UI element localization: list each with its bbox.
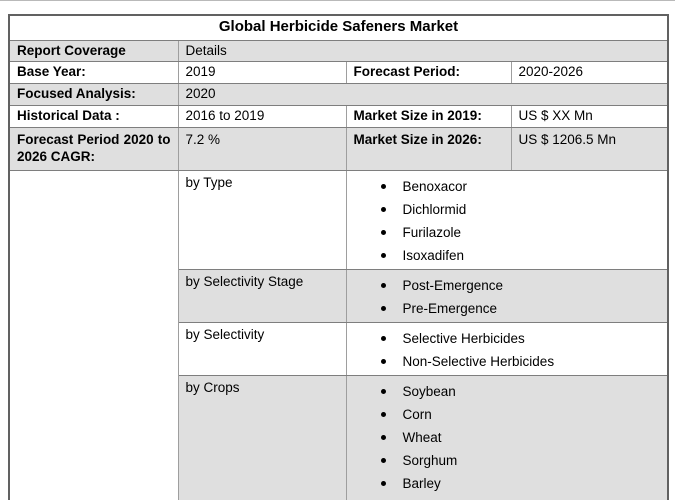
list-item: Isoxadifen <box>380 244 661 267</box>
segment-selectivity-stage-items: Post-Emergence Pre-Emergence <box>345 269 669 323</box>
table-row-cagr: Forecast Period 2020 to 2026 CAGR: 7.2 %… <box>8 127 669 171</box>
table-row-segment-crops: by Crops Soybean Corn Wheat Sorghum Barl… <box>9 375 669 500</box>
cagr-label: Forecast Period 2020 to 2026 CAGR: <box>8 127 179 171</box>
segment-selectivity-stage-label: by Selectivity Stage <box>177 269 347 323</box>
bullet-list: Selective Herbicides Non-Selective Herbi… <box>354 327 661 373</box>
list-item: Benoxacor <box>380 175 661 198</box>
historical-data-label: Historical Data : <box>8 105 179 128</box>
list-item: Pre-Emergence <box>380 297 661 320</box>
focused-analysis-label: Focused Analysis: <box>8 83 179 107</box>
forecast-period-value: 2020-2026 <box>510 61 669 85</box>
table-row-segment-selectivity: by Selectivity Selective Herbicides Non-… <box>9 322 669 376</box>
bullet-icon <box>380 336 386 341</box>
segment-selectivity-items: Selective Herbicides Non-Selective Herbi… <box>345 322 669 376</box>
list-item: Furilazole <box>380 221 661 244</box>
table-row-report-coverage: Report Coverage Details <box>8 39 669 63</box>
list-item: Rice <box>381 495 661 500</box>
page-title: Global Herbicide Safeners Market <box>8 14 669 41</box>
forecast-period-label: Forecast Period: <box>345 61 512 85</box>
list-item: Selective Herbicides <box>380 327 661 350</box>
list-item: Barley <box>380 472 661 495</box>
bullet-list: Post-Emergence Pre-Emergence <box>354 274 661 320</box>
list-item: Soybean <box>380 380 661 403</box>
table-row-title: Global Herbicide Safeners Market <box>8 14 669 41</box>
bullet-list: Soybean Corn Wheat Sorghum Barley Rice <box>354 380 661 500</box>
bullet-icon <box>380 389 386 394</box>
bullet-icon <box>380 207 386 212</box>
market-size-2026-value: US $ 1206.5 Mn <box>510 127 669 171</box>
base-year-value: 2019 <box>177 61 347 85</box>
report-coverage-label: Report Coverage <box>8 39 179 63</box>
list-item: Post-Emergence <box>380 274 661 297</box>
bullet-icon <box>380 458 386 463</box>
list-item: Corn <box>380 403 661 426</box>
focused-analysis-value: 2020 <box>177 83 669 107</box>
bullet-icon <box>380 184 386 189</box>
list-item: Non-Selective Herbicides <box>380 350 661 373</box>
bullet-icon <box>380 412 386 417</box>
segment-type-label: by Type <box>177 170 347 270</box>
list-item: Wheat <box>380 426 661 449</box>
bullet-icon <box>380 230 386 235</box>
bullet-icon <box>380 481 386 486</box>
bullet-icon <box>380 306 386 311</box>
segments-spacer-cell <box>8 170 179 500</box>
segment-crops-label: by Crops <box>177 375 347 500</box>
segment-crops-items: Soybean Corn Wheat Sorghum Barley Rice <box>345 375 669 500</box>
table-row-segment-selectivity-stage: by Selectivity Stage Post-Emergence Pre-… <box>9 269 669 323</box>
base-year-label: Base Year: <box>8 61 179 85</box>
bullet-icon <box>380 253 386 258</box>
historical-data-value: 2016 to 2019 <box>177 105 347 128</box>
bullet-icon <box>380 359 386 364</box>
bullet-icon <box>380 283 386 288</box>
segment-type-items: Benoxacor Dichlormid Furilazole Isoxadif… <box>345 170 669 270</box>
market-report-table: Global Herbicide Safeners Market Report … <box>8 14 670 500</box>
table-row-focused-analysis: Focused Analysis: 2020 <box>8 83 669 107</box>
list-item: Sorghum <box>380 449 661 472</box>
table-row-segment-type: by Type Benoxacor Dichlormid Furilazole … <box>8 170 669 500</box>
bullet-list: Benoxacor Dichlormid Furilazole Isoxadif… <box>354 175 661 267</box>
segment-selectivity-label: by Selectivity <box>177 322 347 376</box>
market-size-2019-value: US $ XX Mn <box>510 105 669 128</box>
cagr-value: 7.2 % <box>177 127 347 171</box>
table-row-historical-data: Historical Data : 2016 to 2019 Market Si… <box>8 105 669 128</box>
market-size-2026-label: Market Size in 2026: <box>345 127 512 171</box>
table-row-base-year: Base Year: 2019 Forecast Period: 2020-20… <box>8 61 669 85</box>
bullet-icon <box>380 435 386 440</box>
list-item: Dichlormid <box>380 198 661 221</box>
market-size-2019-label: Market Size in 2019: <box>345 105 512 128</box>
report-coverage-value: Details <box>177 39 669 63</box>
